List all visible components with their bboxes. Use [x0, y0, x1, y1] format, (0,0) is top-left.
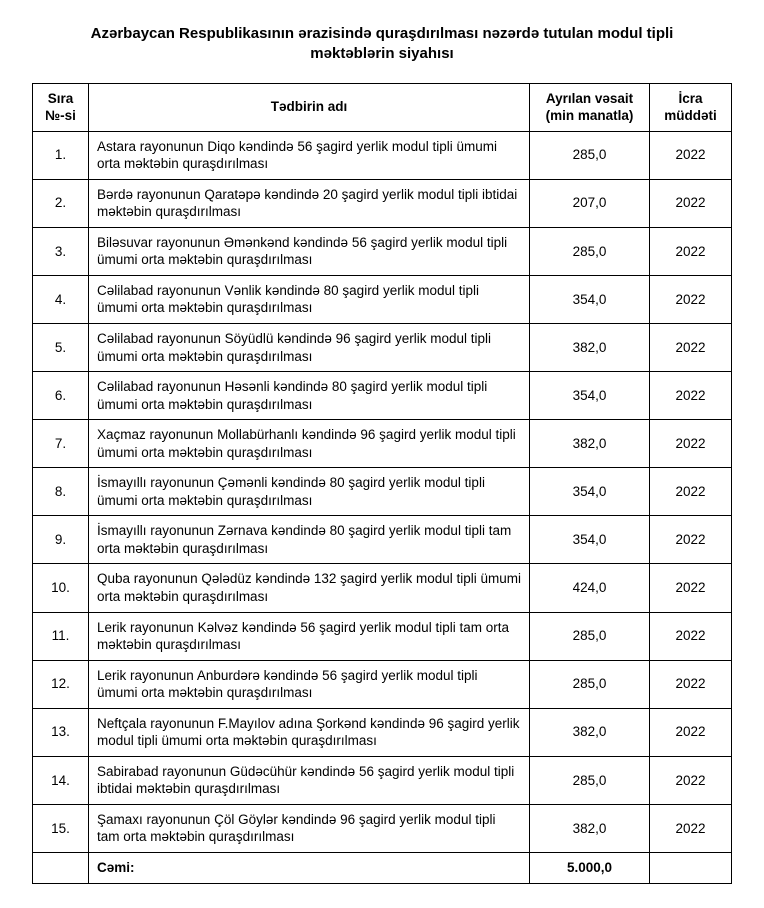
cell-name: Şamaxı rayonunun Çöl Göylər kəndində 96 … [89, 804, 530, 852]
table-row: 1.Astara rayonunun Diqo kəndində 56 şagi… [33, 131, 732, 179]
cell-num: 5. [33, 323, 89, 371]
table-row: 13.Neftçala rayonunun F.Mayılov adına Şo… [33, 708, 732, 756]
cell-name: Lerik rayonunun Anburdərə kəndində 56 şa… [89, 660, 530, 708]
cell-num: 8. [33, 468, 89, 516]
cell-amount: 285,0 [530, 660, 650, 708]
cell-num: 13. [33, 708, 89, 756]
cell-num: 3. [33, 227, 89, 275]
cell-year: 2022 [650, 323, 732, 371]
cell-name: Neftçala rayonunun F.Mayılov adına Şorkə… [89, 708, 530, 756]
cell-year: 2022 [650, 131, 732, 179]
cell-num: 9. [33, 516, 89, 564]
cell-num: 6. [33, 372, 89, 420]
table-row: 8.İsmayıllı rayonunun Çəmənli kəndində 8… [33, 468, 732, 516]
cell-num: 10. [33, 564, 89, 612]
cell-total-amount: 5.000,0 [530, 853, 650, 884]
cell-num: 4. [33, 275, 89, 323]
cell-amount: 285,0 [530, 612, 650, 660]
table-row: 14.Sabirabad rayonunun Güdəcühür kəndind… [33, 756, 732, 804]
table-row: 7.Xaçmaz rayonunun Mollabürhanlı kəndind… [33, 420, 732, 468]
cell-amount: 382,0 [530, 708, 650, 756]
cell-year: 2022 [650, 564, 732, 612]
cell-total-year [650, 853, 732, 884]
cell-amount: 207,0 [530, 179, 650, 227]
cell-name: Biləsuvar rayonunun Əmənkənd kəndində 56… [89, 227, 530, 275]
cell-year: 2022 [650, 468, 732, 516]
cell-total-label: Cəmi: [89, 853, 530, 884]
cell-num: 2. [33, 179, 89, 227]
cell-name: Lerik rayonunun Kəlvəz kəndində 56 şagir… [89, 612, 530, 660]
cell-amount: 382,0 [530, 420, 650, 468]
cell-name: Sabirabad rayonunun Güdəcühür kəndində 5… [89, 756, 530, 804]
cell-name: İsmayıllı rayonunun Zərnava kəndində 80 … [89, 516, 530, 564]
cell-amount: 354,0 [530, 516, 650, 564]
cell-amount: 382,0 [530, 323, 650, 371]
table-row: 3.Biləsuvar rayonunun Əmənkənd kəndində … [33, 227, 732, 275]
cell-num: 7. [33, 420, 89, 468]
table-row: 10.Quba rayonunun Qələdüz kəndində 132 ş… [33, 564, 732, 612]
cell-year: 2022 [650, 179, 732, 227]
cell-name: Astara rayonunun Diqo kəndində 56 şagird… [89, 131, 530, 179]
cell-name: Cəlilabad rayonunun Həsənli kəndində 80 … [89, 372, 530, 420]
cell-num: 14. [33, 756, 89, 804]
cell-total-num [33, 853, 89, 884]
cell-year: 2022 [650, 372, 732, 420]
cell-num: 15. [33, 804, 89, 852]
cell-name: Bərdə rayonunun Qaratəpə kəndində 20 şag… [89, 179, 530, 227]
cell-amount: 285,0 [530, 756, 650, 804]
col-header-name: Tədbirin adı [89, 83, 530, 131]
cell-amount: 354,0 [530, 372, 650, 420]
table-row: 2.Bərdə rayonunun Qaratəpə kəndində 20 ş… [33, 179, 732, 227]
cell-num: 1. [33, 131, 89, 179]
cell-year: 2022 [650, 612, 732, 660]
cell-amount: 354,0 [530, 275, 650, 323]
cell-amount: 285,0 [530, 227, 650, 275]
cell-num: 11. [33, 612, 89, 660]
cell-name: Cəlilabad rayonunun Vənlik kəndində 80 ş… [89, 275, 530, 323]
cell-amount: 424,0 [530, 564, 650, 612]
cell-amount: 285,0 [530, 131, 650, 179]
table-row: 11.Lerik rayonunun Kəlvəz kəndində 56 şa… [33, 612, 732, 660]
table-row: 15.Şamaxı rayonunun Çöl Göylər kəndində … [33, 804, 732, 852]
col-header-num: Sıra №-si [33, 83, 89, 131]
cell-year: 2022 [650, 708, 732, 756]
table-row: 5.Cəlilabad rayonunun Söyüdlü kəndində 9… [33, 323, 732, 371]
table-row: 4.Cəlilabad rayonunun Vənlik kəndində 80… [33, 275, 732, 323]
cell-year: 2022 [650, 516, 732, 564]
cell-year: 2022 [650, 275, 732, 323]
cell-name: Xaçmaz rayonunun Mollabürhanlı kəndində … [89, 420, 530, 468]
table-row: 6.Cəlilabad rayonunun Həsənli kəndində 8… [33, 372, 732, 420]
table-total-row: Cəmi:5.000,0 [33, 853, 732, 884]
cell-name: Cəlilabad rayonunun Söyüdlü kəndində 96 … [89, 323, 530, 371]
col-header-amount: Ayrılan vəsait (min manatla) [530, 83, 650, 131]
cell-year: 2022 [650, 660, 732, 708]
cell-year: 2022 [650, 804, 732, 852]
cell-amount: 354,0 [530, 468, 650, 516]
document-title: Azərbaycan Respublikasının ərazisində qu… [62, 24, 702, 65]
cell-name: İsmayıllı rayonunun Çəmənli kəndində 80 … [89, 468, 530, 516]
table-row: 9.İsmayıllı rayonunun Zərnava kəndində 8… [33, 516, 732, 564]
cell-name: Quba rayonunun Qələdüz kəndində 132 şagi… [89, 564, 530, 612]
cell-amount: 382,0 [530, 804, 650, 852]
col-header-year: İcra müddəti [650, 83, 732, 131]
schools-table: Sıra №-si Tədbirin adı Ayrılan vəsait (m… [32, 83, 732, 884]
cell-year: 2022 [650, 756, 732, 804]
cell-num: 12. [33, 660, 89, 708]
table-header-row: Sıra №-si Tədbirin adı Ayrılan vəsait (m… [33, 83, 732, 131]
table-row: 12.Lerik rayonunun Anburdərə kəndində 56… [33, 660, 732, 708]
cell-year: 2022 [650, 420, 732, 468]
cell-year: 2022 [650, 227, 732, 275]
